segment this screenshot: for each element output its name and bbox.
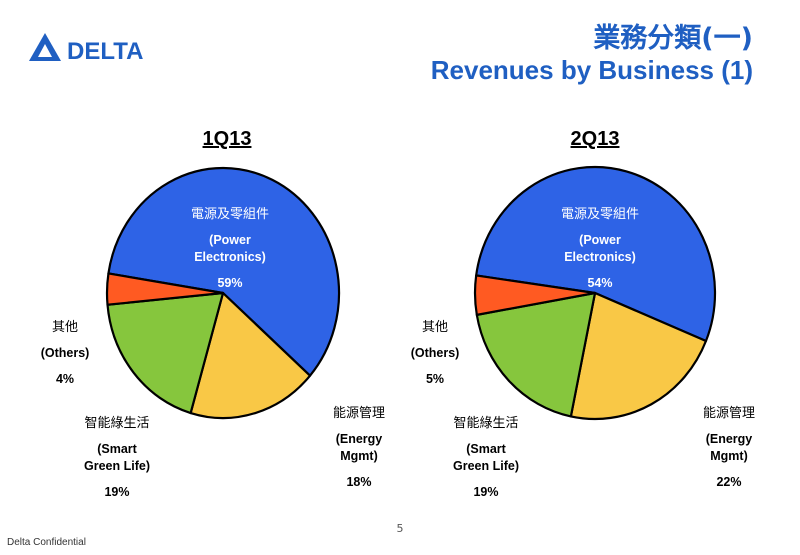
pie-slice-power-electronics [475,165,717,343]
pie-slice-power-electronics [107,166,341,377]
chart1-label-power-zh: 電源及零組件 [190,207,269,222]
delta-logo: DELTA [29,33,143,65]
pie-slice-smart-green-life [475,291,597,418]
brand-name: DELTA [67,38,143,65]
chart2-label-smart-value: 19% [473,485,499,499]
chart1-label-energy-en1: (Energy [335,432,383,446]
chart1-label-power-en2: Electronics) [194,250,266,264]
chart1-label-smart: 智能綠生活 (Smart Green Life) 19% [67,415,167,501]
chart2-label-energy-en2: Mgmt) [710,449,748,463]
chart2-label-energy: 能源管理 (Energy Mgmt) 22% [686,405,772,491]
chart2-label-power-zh: 電源及零組件 [560,207,639,222]
chart2-label-power-en2: Electronics) [564,250,636,264]
chart2-label-smart-zh: 智能綠生活 [453,416,519,431]
chart1-title: 1Q13 [202,128,252,150]
chart1-label-smart-en2: Green Life) [84,459,150,473]
chart1-label-energy-zh: 能源管理 [332,406,385,421]
chart2-label-energy-en1: (Energy [705,432,753,446]
chart2-label-others: 其他 (Others) 5% [400,319,470,388]
chart2-label-others-value: 5% [425,372,445,386]
chart1-label-power-en1: (Power [209,233,251,247]
pie-slice-energy-mgmt [189,291,312,420]
chart2-label-smart-en2: Green Life) [453,459,519,473]
chart1-label-smart-en1: (Smart [97,442,137,456]
chart1-label-energy-value: 18% [346,475,372,489]
chart1-label-others-value: 4% [55,372,75,386]
page-title-zh: 業務分類(一) [593,23,753,54]
pie-chart-1q13 [105,166,341,420]
chart2-label-others-en: (Others) [410,346,460,360]
chart1-label-smart-zh: 智能綠生活 [84,416,150,431]
chart1-label-smart-value: 19% [104,485,130,499]
chart1-label-power-value: 59% [217,276,243,290]
pie-slice-energy-mgmt [569,291,708,421]
pie-slice-others [105,272,225,306]
chart1-label-others-zh: 其他 [51,320,78,335]
chart2-label-energy-value: 22% [716,475,742,489]
chart2-label-power-en1: (Power [579,233,621,247]
chart1-label-others: 其他 (Others) 4% [30,319,100,388]
pie-slice-smart-green-life [106,291,225,415]
footer-confidential: Delta Confidential [7,537,86,548]
chart2-title: 2Q13 [570,128,620,150]
page-number: 5 [396,522,404,535]
chart1-label-others-en: (Others) [40,346,90,360]
chart2-label-power: 電源及零組件 (Power Electronics) 54% [535,206,665,292]
chart2-label-energy-zh: 能源管理 [702,406,755,421]
pie-slice-others [473,274,597,316]
page-title-en: Revenues by Business (1) [430,55,753,85]
chart2-label-smart-en1: (Smart [466,442,506,456]
chart2-label-others-zh: 其他 [421,320,448,335]
chart1-label-energy: 能源管理 (Energy Mgmt) 18% [316,405,402,491]
chart2-label-power-value: 54% [587,276,613,290]
pie-chart-2q13 [473,165,717,421]
chart1-label-power: 電源及零組件 (Power Electronics) 59% [165,206,295,292]
chart2-label-smart: 智能綠生活 (Smart Green Life) 19% [436,415,536,501]
chart1-label-energy-en2: Mgmt) [340,449,378,463]
